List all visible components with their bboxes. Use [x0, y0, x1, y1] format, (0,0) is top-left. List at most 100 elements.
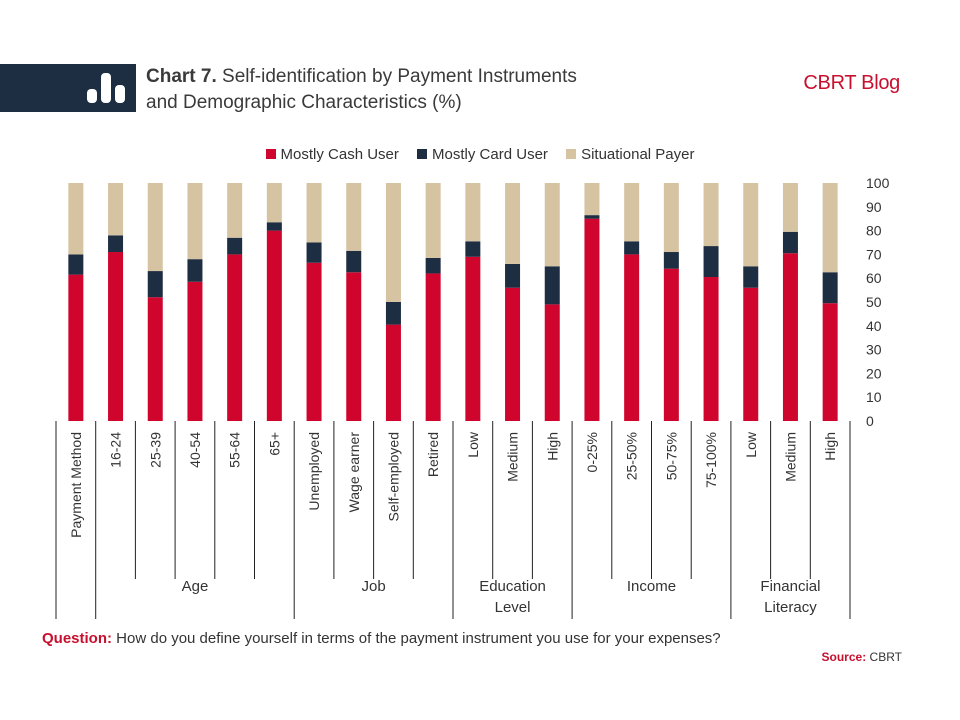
category-label: Self-employed — [385, 432, 401, 522]
category-label: 25-39 — [147, 432, 163, 468]
category-label: 40-54 — [187, 432, 203, 468]
bar-segment-card — [505, 263, 521, 288]
bar-segment-situational — [663, 183, 679, 253]
bar-segment-situational — [385, 183, 401, 302]
group-label: Level — [495, 599, 531, 616]
bar-segment-situational — [108, 183, 124, 236]
title-line-2: and Demographic Characteristics (%) — [146, 92, 462, 113]
bar-segment-cash — [584, 218, 600, 421]
bar-segment-card — [782, 231, 798, 254]
bar-chart-icon — [87, 73, 125, 103]
bar-segment-situational — [227, 183, 243, 238]
bar-segment-card — [306, 242, 322, 263]
bar-segment-situational — [822, 183, 838, 273]
group-label: Income — [627, 578, 676, 595]
bar-segment-card — [822, 272, 838, 304]
bar-segment-cash — [624, 254, 640, 421]
group-label: Education — [479, 578, 546, 595]
bar-segment-card — [346, 250, 362, 273]
bar-segment-cash — [505, 287, 521, 421]
bar-segment-cash — [544, 304, 560, 421]
bar-segment-card — [385, 302, 401, 325]
bar-segment-situational — [584, 183, 600, 216]
question-text: How do you define yourself in terms of t… — [116, 630, 721, 647]
legend-label-cash: Mostly Cash User — [280, 146, 399, 163]
legend-swatch-cash — [265, 149, 276, 159]
bar-segment-card — [584, 215, 600, 219]
bar-segment-card — [266, 222, 282, 231]
y-tick-label: 70 — [866, 246, 882, 262]
category-label: 65+ — [266, 432, 282, 456]
category-label: Unemployed — [306, 432, 322, 511]
bar-segment-situational — [68, 183, 84, 255]
bar-segment-cash — [68, 274, 84, 421]
y-tick-label: 0 — [866, 413, 874, 429]
legend: Mostly Cash User Mostly Card User Situat… — [0, 146, 960, 163]
group-label: Financial — [760, 578, 820, 595]
legend-swatch-situational — [566, 149, 577, 159]
bar-segment-cash — [147, 297, 163, 421]
chart-title: Chart 7. Self-identification by Payment … — [146, 64, 706, 116]
legend-label-situational: Situational Payer — [581, 146, 695, 163]
bar-segment-cash — [385, 324, 401, 421]
category-label: High — [822, 432, 838, 461]
bar-segment-cash — [266, 230, 282, 421]
group-label: Job — [362, 578, 386, 595]
category-label: Medium — [505, 432, 521, 482]
bar-segment-situational — [187, 183, 203, 260]
bar-segment-card — [68, 254, 84, 275]
y-tick-label: 20 — [866, 365, 882, 381]
bar-segment-card — [465, 241, 481, 257]
bar-segment-card — [703, 246, 719, 278]
category-label: Payment Method — [68, 432, 84, 538]
bar-segment-situational — [266, 183, 282, 223]
source-text: CBRT — [869, 650, 902, 664]
category-label: Wage earner — [346, 432, 362, 513]
category-label: 75-100% — [703, 432, 719, 488]
bar-segment-cash — [782, 253, 798, 421]
category-label: 25-50% — [624, 432, 640, 480]
bar-segment-card — [187, 259, 203, 282]
bar-segment-situational — [425, 183, 441, 258]
category-label: 50-75% — [663, 432, 679, 480]
bar-segment-cash — [743, 287, 759, 421]
y-tick-label: 30 — [866, 342, 882, 358]
y-tick-label: 100 — [866, 175, 890, 191]
bar-segment-situational — [544, 183, 560, 267]
y-tick-label: 10 — [866, 389, 882, 405]
category-label: Low — [465, 431, 481, 458]
y-tick-label: 90 — [866, 199, 882, 215]
category-label: 16-24 — [108, 432, 124, 468]
bar-segment-situational — [505, 183, 521, 264]
bar-segment-cash — [187, 281, 203, 421]
legend-item-situational: Situational Payer — [566, 146, 694, 163]
bar-segment-situational — [743, 183, 759, 267]
chart-number: Chart 7. — [146, 66, 217, 87]
category-label: Low — [743, 431, 759, 458]
bar-segment-cash — [306, 262, 322, 421]
y-tick-label: 50 — [866, 294, 882, 310]
bar-segment-cash — [227, 254, 243, 421]
bar-segment-situational — [306, 183, 322, 243]
bar-segment-situational — [147, 183, 163, 272]
category-label: 55-64 — [227, 432, 243, 468]
legend-swatch-card — [417, 149, 428, 159]
header-bar — [0, 64, 136, 112]
bar-segment-situational — [624, 183, 640, 242]
brand-logo: CBRT Blog — [803, 72, 900, 94]
y-tick-label: 80 — [866, 223, 882, 239]
bar-segment-cash — [703, 277, 719, 421]
category-label: 0-25% — [584, 432, 600, 472]
bar-segment-card — [544, 266, 560, 305]
legend-item-cash: Mostly Cash User — [265, 146, 399, 163]
group-label: Literacy — [764, 599, 817, 616]
bar-segment-situational — [465, 183, 481, 242]
bar-segment-card — [663, 252, 679, 269]
question-note: Question: How do you define yourself in … — [42, 629, 742, 649]
source-label: Source: — [821, 650, 867, 664]
bar-segment-situational — [346, 183, 362, 251]
bar-segment-card — [425, 257, 441, 274]
bar-segment-card — [743, 266, 759, 288]
bar-segment-cash — [465, 256, 481, 421]
